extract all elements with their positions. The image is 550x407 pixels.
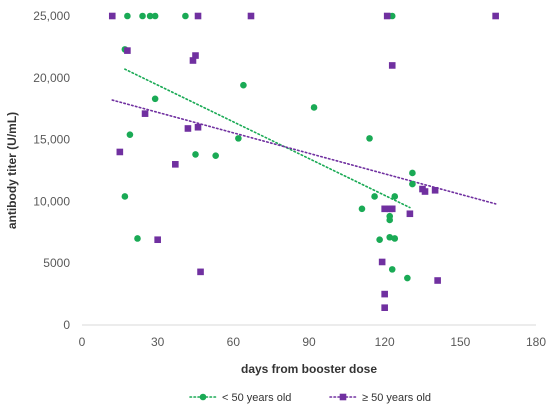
y-tick-label: 20,000 (33, 71, 70, 85)
point-50-and-over (247, 12, 255, 20)
point-under-50 (391, 235, 399, 242)
y-axis-title: antibody titer (U/mL) (5, 112, 19, 229)
point-under-50 (139, 12, 146, 20)
y-tick-label: 25,000 (33, 9, 70, 23)
point-50-and-over (388, 62, 396, 69)
point-50-and-over (108, 12, 116, 20)
y-tick-label: 10,000 (33, 194, 70, 208)
point-under-50 (124, 12, 131, 20)
y-tick-label: 15,000 (33, 133, 70, 147)
trendline-under-50 (124, 68, 411, 209)
point-under-50 (235, 135, 242, 142)
point-under-50 (134, 235, 141, 242)
data-points (108, 12, 499, 311)
x-tick-label: 180 (526, 335, 546, 349)
point-50-and-over (421, 188, 429, 195)
point-under-50 (192, 151, 199, 158)
point-under-50 (310, 104, 318, 111)
point-50-and-over (381, 290, 388, 298)
point-under-50 (388, 12, 396, 20)
x-axis-title: days from booster dose (241, 362, 377, 376)
point-50-and-over (184, 125, 192, 132)
point-under-50 (121, 193, 129, 200)
point-under-50 (371, 193, 378, 200)
point-50-and-over (378, 258, 386, 266)
point-under-50 (366, 135, 373, 142)
point-50-and-over (116, 148, 124, 156)
point-50-and-over (492, 12, 499, 20)
point-50-and-over (189, 57, 197, 64)
trendlines (111, 68, 497, 209)
x-tick-label: 120 (375, 335, 395, 349)
point-50-and-over (172, 161, 179, 168)
point-under-50 (409, 169, 416, 177)
y-tick-label: 5000 (43, 256, 70, 270)
x-tick-label: 60 (227, 335, 241, 349)
legend-marker (339, 393, 347, 401)
y-tick-labels: 0 5000 10,000 15,000 20,000 25,000 (33, 9, 70, 332)
point-under-50 (391, 193, 399, 200)
point-under-50 (146, 12, 154, 20)
legend-marker (199, 393, 207, 401)
point-50-and-over (197, 268, 204, 276)
point-50-and-over (194, 123, 202, 131)
point-under-50 (358, 205, 366, 213)
point-under-50 (388, 266, 396, 273)
x-tick-label: 0 (79, 335, 86, 349)
point-50-and-over (192, 52, 199, 59)
x-tick-labels: 0 30 60 90 120 150 180 (79, 335, 547, 349)
point-50-and-over (383, 12, 391, 20)
point-50-and-over (141, 110, 149, 117)
point-under-50 (151, 12, 159, 20)
point-50-and-over (381, 304, 388, 311)
point-under-50 (409, 180, 416, 188)
legend: < 50 years old ≥ 50 years old (189, 392, 431, 404)
point-under-50 (151, 95, 159, 103)
point-50-and-over (194, 12, 202, 20)
trendline-50-and-over (111, 99, 497, 205)
point-50-and-over (388, 205, 396, 213)
point-50-and-over (381, 205, 388, 213)
point-under-50 (376, 236, 383, 244)
point-under-50 (212, 152, 219, 159)
point-under-50 (386, 216, 394, 224)
x-tick-label: 90 (302, 335, 316, 349)
x-tick-label: 150 (450, 335, 470, 349)
point-under-50 (126, 131, 134, 138)
point-50-and-over (431, 186, 439, 194)
legend-label: ≥ 50 years old (362, 392, 431, 404)
point-under-50 (386, 233, 394, 241)
point-50-and-over (154, 236, 161, 244)
point-50-and-over (406, 210, 414, 218)
point-50-and-over (434, 277, 441, 284)
y-tick-label: 0 (63, 318, 70, 332)
point-under-50 (182, 12, 189, 20)
point-under-50 (240, 81, 247, 89)
x-tick-label: 30 (151, 335, 165, 349)
point-50-and-over (124, 47, 131, 54)
point-under-50 (404, 274, 411, 282)
legend-label: < 50 years old (222, 392, 291, 404)
